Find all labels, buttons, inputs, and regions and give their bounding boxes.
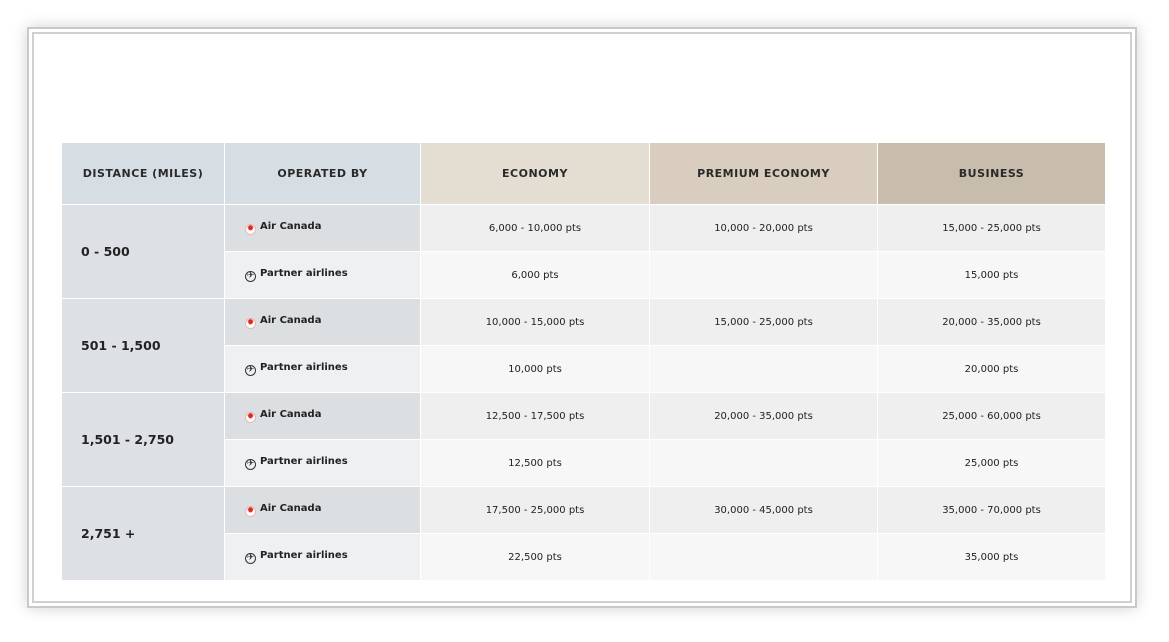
image-frame-inner (32, 32, 1132, 603)
table-row: 0 - 500 ✹ Air Canada 6,000 - 10,000 pts 10,0… (61, 204, 1106, 299)
header-distance: DISTANCE (MILES) (61, 142, 225, 205)
premium-economy-cell: 10,000 - 20,000 pts (649, 204, 878, 252)
operator-label: Air Canada (260, 409, 322, 420)
operated-by-cell: ✹ Air Canada (224, 486, 421, 534)
operator-label: Air Canada (260, 503, 322, 514)
premium-economy-cell (649, 439, 878, 487)
premium-economy-cell: 20,000 - 35,000 pts (649, 392, 878, 440)
table-row: 2,751 + ✹ Air Canada 17,500 - 25,000 pts 30,… (61, 486, 1106, 581)
operated-by-cell: ✈ Partner airlines (224, 345, 421, 393)
operated-by-cell: ✈ Partner airlines (224, 439, 421, 487)
air-canada-maple-leaf-icon: ✹ (245, 224, 256, 235)
header-operated-by: OPERATED BY (224, 142, 421, 205)
economy-cell: 22,500 pts (420, 533, 650, 581)
economy-cell: 17,500 - 25,000 pts (420, 486, 650, 534)
table-row: ✈ Partner airlines 6,000 pts 15,000 pts (62, 251, 1106, 299)
business-cell: 20,000 pts (877, 345, 1106, 393)
table-row: ✈ Partner airlines 22,500 pts 35,000 pts (62, 533, 1106, 581)
premium-economy-cell (649, 533, 878, 581)
operated-by-cell: ✹ Air Canada (224, 392, 421, 440)
distance-cell: 0 - 500 (61, 204, 225, 299)
operator-label: Air Canada (260, 315, 322, 326)
plane-circle-icon: ✈ (245, 365, 256, 376)
operated-by-cell: ✈ Partner airlines (224, 251, 421, 299)
premium-economy-cell: 15,000 - 25,000 pts (649, 298, 878, 346)
operated-by-cell: ✈ Partner airlines (224, 533, 421, 581)
operator-label: Partner airlines (260, 268, 348, 279)
air-canada-maple-leaf-icon: ✹ (245, 412, 256, 423)
table-row: ✈ Partner airlines 10,000 pts 20,000 pts (62, 345, 1106, 393)
plane-circle-icon: ✈ (245, 271, 256, 282)
operator-label: Air Canada (260, 221, 322, 232)
table-row: ✈ Partner airlines 12,500 pts 25,000 pts (62, 439, 1106, 487)
operator-label: Partner airlines (260, 550, 348, 561)
economy-cell: 6,000 - 10,000 pts (420, 204, 650, 252)
table-row: 501 - 1,500 ✹ Air Canada 10,000 - 15,000 pt… (61, 298, 1106, 393)
distance-cell: 2,751 + (61, 486, 225, 581)
table-row: 1,501 - 2,750 ✹ Air Canada 12,500 - 17,500 … (61, 392, 1106, 487)
business-cell: 35,000 pts (877, 533, 1106, 581)
operated-by-cell: ✹ Air Canada (224, 298, 421, 346)
premium-economy-cell (649, 345, 878, 393)
award-chart-table: DISTANCE (MILES) OPERATED BY ECONOMY PRE… (61, 142, 1106, 581)
economy-cell: 6,000 pts (420, 251, 650, 299)
business-cell: 15,000 - 25,000 pts (877, 204, 1106, 252)
distance-cell: 1,501 - 2,750 (61, 392, 225, 487)
header-economy: ECONOMY (420, 142, 650, 205)
premium-economy-cell: 30,000 - 45,000 pts (649, 486, 878, 534)
header-premium-economy: PREMIUM ECONOMY (649, 142, 878, 205)
business-cell: 25,000 pts (877, 439, 1106, 487)
business-cell: 25,000 - 60,000 pts (877, 392, 1106, 440)
premium-economy-cell (649, 251, 878, 299)
air-canada-maple-leaf-icon: ✹ (245, 506, 256, 517)
header-business: BUSINESS (877, 142, 1106, 205)
economy-cell: 10,000 pts (420, 345, 650, 393)
economy-cell: 12,500 - 17,500 pts (420, 392, 650, 440)
plane-circle-icon: ✈ (245, 553, 256, 564)
business-cell: 35,000 - 70,000 pts (877, 486, 1106, 534)
plane-circle-icon: ✈ (245, 459, 256, 470)
operator-label: Partner airlines (260, 362, 348, 373)
business-cell: 20,000 - 35,000 pts (877, 298, 1106, 346)
air-canada-maple-leaf-icon: ✹ (245, 318, 256, 329)
economy-cell: 10,000 - 15,000 pts (420, 298, 650, 346)
header-row: DISTANCE (MILES) OPERATED BY ECONOMY PRE… (61, 142, 1106, 205)
economy-cell: 12,500 pts (420, 439, 650, 487)
business-cell: 15,000 pts (877, 251, 1106, 299)
operator-label: Partner airlines (260, 456, 348, 467)
operated-by-cell: ✹ Air Canada (224, 204, 421, 252)
distance-cell: 501 - 1,500 (61, 298, 225, 393)
